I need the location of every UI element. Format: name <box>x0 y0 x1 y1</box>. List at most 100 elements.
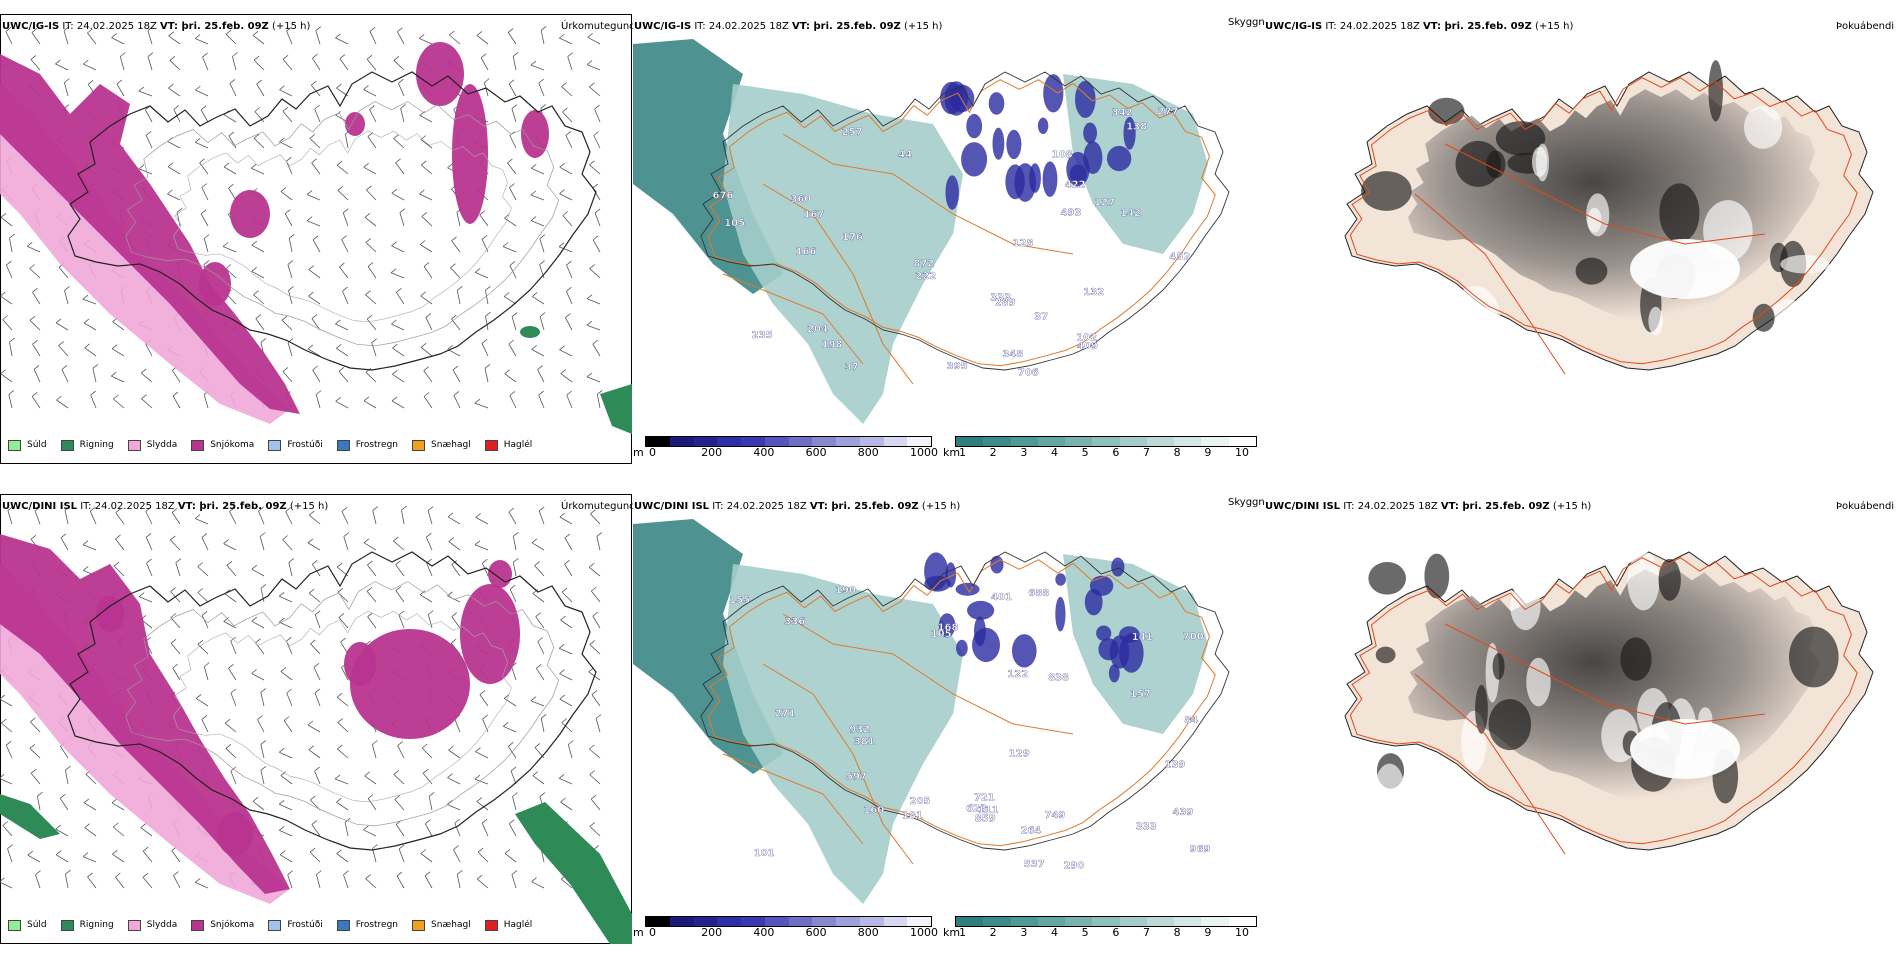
low-ceiling-patch <box>961 142 988 177</box>
snow-patch <box>521 110 549 158</box>
colorbar-segment <box>956 437 984 446</box>
visibility-value-label: 122 <box>1007 669 1028 680</box>
low-ceiling-patch <box>1089 575 1114 596</box>
colorbar-tick-label: 800 <box>857 446 879 459</box>
colorbar-tick-label: 4 <box>1051 446 1058 459</box>
visibility-value-label: 336 <box>784 617 805 628</box>
fog-cell <box>1368 562 1406 595</box>
low-ceiling-patch <box>1096 625 1112 641</box>
colorbar-tick-label: 9 <box>1204 926 1212 939</box>
colorbar-tick-label: 7 <box>1143 926 1150 939</box>
colorbar-segment <box>907 437 931 446</box>
colorbar-segment <box>788 437 813 446</box>
visibility-value-label: 101 <box>754 848 775 859</box>
fog-map-row2 <box>1265 494 1900 944</box>
height-contour <box>125 581 560 827</box>
precip-panel-row1 <box>0 14 632 464</box>
visibility-value-label: 176 <box>842 232 863 243</box>
valid-time: þri. 25.feb. 09Z <box>178 21 269 32</box>
road-network <box>1349 77 1858 375</box>
legend-swatch <box>8 439 21 451</box>
visibility-value-label: 129 <box>1009 748 1030 759</box>
low-ceiling-patch <box>1098 638 1119 661</box>
legend-item-súld: Súld <box>8 919 47 931</box>
colorbar-tick-label: 0 <box>649 926 656 939</box>
colorbar-segment <box>812 917 836 926</box>
visibility-panel-row1: 706 257 204 360 127 348 452 176 222 198 235 676 872 3… <box>633 14 1265 464</box>
valid-time-label: VT: <box>792 21 811 32</box>
low-ceiling-patch <box>1055 573 1066 586</box>
visibility-value-label: 166 <box>796 247 817 258</box>
colorbar-unit: km <box>943 446 961 459</box>
visibility-title-row1: UWC/IG-IS IT: 24.02.2025 18Z VT: þri. 25… <box>634 21 942 33</box>
colorbar-segment <box>812 437 836 446</box>
low-ceiling-patch <box>944 81 968 116</box>
colorbar-segment <box>956 917 984 926</box>
valid-time-label: VT: <box>1423 21 1442 32</box>
precip-legend-row1: Súld Rigning Slydda Snjókoma Frostúði Frostre… <box>0 434 538 456</box>
colorbar-segment <box>836 437 860 446</box>
visibility-value-label: 105 <box>724 218 745 229</box>
colorbar-segment <box>669 917 694 926</box>
colorbar-segment <box>883 437 908 446</box>
low-ceiling-patch <box>1108 664 1120 683</box>
height-contour <box>125 101 560 347</box>
visibility-value-label: 157 <box>1130 689 1151 700</box>
low-visibility-land <box>723 564 963 904</box>
legend-swatch <box>60 439 74 451</box>
visibility-value-label: 127 <box>1094 198 1115 209</box>
colorbar-segment <box>693 437 718 446</box>
legend-label: Haglél <box>503 920 533 930</box>
fog-cell <box>1450 286 1501 348</box>
colorbar-segment <box>1092 917 1120 926</box>
low-ceiling-patch <box>1043 74 1064 113</box>
colorbar-segment <box>1201 437 1229 446</box>
fog-cell <box>1488 699 1532 751</box>
height-contour <box>173 610 512 803</box>
visibility-value-label: 37 <box>1034 311 1048 322</box>
visibility-value-label: 111 <box>978 805 999 816</box>
visibility-value-label: 139 <box>1165 759 1186 770</box>
rain-area <box>515 802 632 944</box>
legend-item-rigning: Rigning <box>60 439 114 451</box>
visibility-value-label: 84 <box>1184 715 1198 726</box>
low-ceiling-patch <box>1083 122 1097 144</box>
snow-area <box>0 534 290 894</box>
low-ceiling-patch <box>967 600 995 620</box>
visibility-value-label: 700 <box>1183 632 1204 643</box>
legend-swatch <box>191 439 205 451</box>
low-ceiling-patch <box>956 639 968 657</box>
visibility-value-label: 128 <box>1013 238 1034 249</box>
colorbar-segment <box>983 917 1011 926</box>
colorbar-tick-label: 8 <box>1173 446 1181 459</box>
valid-time-label: VT: <box>809 501 828 512</box>
colorbar-tick-label: 10 <box>1235 926 1249 939</box>
precip-legend-row2: Súld Rigning Slydda Snjókoma Frostúði Frostre… <box>0 914 538 936</box>
legend-label: Frostregn <box>355 920 399 930</box>
legend-item-snæhagl: Snæhagl <box>412 439 471 451</box>
road-network <box>1349 557 1858 855</box>
glacier-white <box>1630 239 1740 299</box>
visibility-value-label: 264 <box>1021 826 1042 837</box>
fog-cell <box>1495 121 1546 156</box>
visibility-value-label: 859 <box>975 814 996 825</box>
fog-cell <box>1658 558 1681 601</box>
rain-area <box>0 794 60 839</box>
colorbar-strip <box>645 916 932 927</box>
legend-swatch <box>412 919 426 931</box>
road-network <box>707 79 1216 385</box>
legend-item-slydda: Slydda <box>127 439 177 451</box>
colorbar-segment <box>669 437 694 446</box>
colorbar-segment <box>1228 917 1256 926</box>
colorbar-tick-label: 1000 <box>910 926 938 939</box>
valid-time-label: VT: <box>160 21 179 32</box>
visibility-value-label: 167 <box>804 210 825 221</box>
valid-time-label: VT: <box>1440 501 1459 512</box>
fog-panel-row2 <box>1265 494 1900 944</box>
lead-time: (+15 h) <box>900 21 943 32</box>
colorbar-segment <box>741 437 765 446</box>
colorbar-segment <box>1065 917 1093 926</box>
visibility-value-label: 37 <box>845 362 859 373</box>
colorbar-segment <box>1037 437 1066 446</box>
fog-map-row1 <box>1265 14 1900 464</box>
